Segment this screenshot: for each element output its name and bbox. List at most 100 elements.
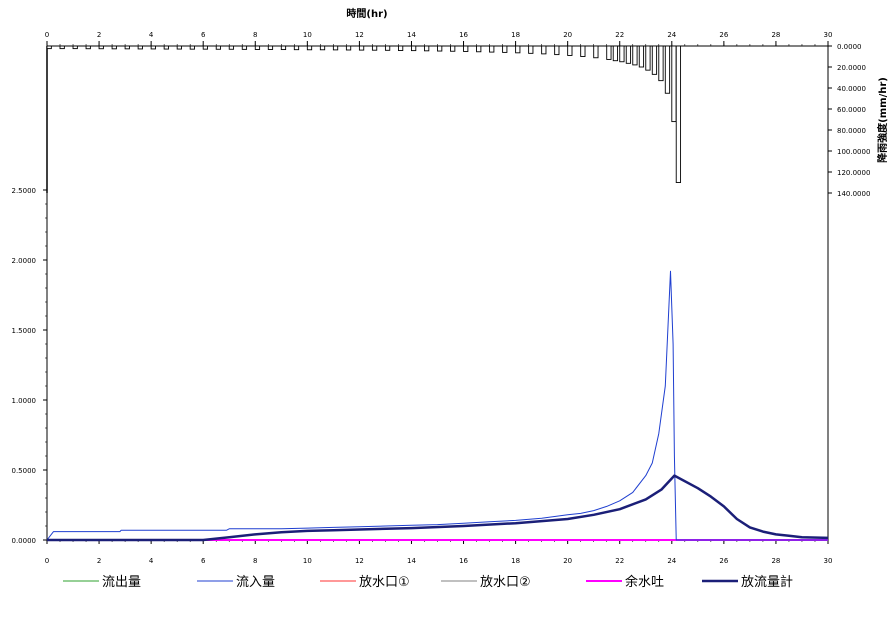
rainfall-bar	[625, 45, 632, 64]
rainfall-y-tick-label: 80.0000	[837, 127, 866, 135]
discharge-x-tick-label: 22	[615, 557, 624, 565]
rainfall-bar	[72, 45, 78, 50]
rainfall-bar	[241, 45, 248, 50]
rainfall-y-tick-label: 40.0000	[837, 85, 866, 93]
rainfall-bar	[515, 45, 521, 54]
rainfall-x-tick-label: 22	[615, 31, 624, 39]
rainfall-bar	[606, 45, 612, 60]
rainfall-x-tick-label: 2	[97, 31, 101, 39]
discharge-x-tick-label: 8	[253, 557, 257, 565]
legend-label: 放流量計	[741, 574, 793, 590]
rainfall-x-tick-label: 28	[771, 31, 780, 39]
rainfall-x-tick-label: 8	[253, 31, 257, 39]
rainfall-bar	[645, 45, 651, 71]
rainfall-x-tick-label: 26	[719, 31, 728, 39]
rainfall-y-tick-label: 60.0000	[837, 106, 866, 114]
discharge-y-tick-label: 0.0000	[12, 537, 37, 545]
rainfall-bar	[176, 45, 182, 50]
rainfall-x-tick-label: 12	[355, 31, 364, 39]
rainfall-bar	[228, 45, 235, 50]
rainfall-bar	[489, 45, 495, 53]
rainfall-bar	[267, 45, 274, 50]
rainfall-x-tick-label: 30	[824, 31, 833, 39]
rainfall-bar	[502, 45, 508, 53]
rainfall-bar	[476, 45, 482, 53]
series-line-放流量計	[47, 474, 829, 542]
rainfall-bar	[450, 45, 456, 52]
discharge-x-tick-label: 6	[201, 557, 206, 565]
rainfall-y-tick-label: 0.0000	[837, 43, 862, 51]
discharge-x-tick-label: 4	[149, 557, 154, 565]
rainfall-bar	[671, 45, 677, 123]
rainfall-bar	[254, 45, 261, 50]
discharge-y-tick-label: 2.5000	[12, 187, 37, 195]
rainfall-bar	[59, 45, 65, 50]
rainfall-bar	[215, 45, 222, 50]
legend-label: 放水口①	[359, 575, 410, 590]
discharge-x-tick-label: 30	[824, 557, 833, 565]
rainfall-x-tick-label: 10	[303, 31, 312, 39]
discharge-x-tick-label: 16	[459, 557, 468, 565]
rainfall-bar	[293, 45, 300, 51]
rainfall-bar	[651, 45, 658, 75]
rainfall-bar	[554, 45, 560, 56]
rainfall-bar	[424, 45, 430, 52]
rainfall-bar	[567, 45, 573, 56]
discharge-y-tick-label: 0.5000	[12, 467, 37, 475]
rainfall-x-tick-label: 6	[201, 31, 206, 39]
rainfall-bar	[111, 45, 117, 50]
rainfall-bar	[332, 45, 339, 51]
rainfall-bar	[46, 45, 52, 50]
rainfall-bar	[658, 45, 664, 82]
discharge-x-tick-label: 28	[771, 557, 780, 565]
discharge-y-tick-label: 2.0000	[12, 257, 37, 265]
rainfall-x-tick-label: 16	[459, 31, 468, 39]
rainfall-y-tick-label: 120.0000	[837, 169, 870, 177]
legend-label: 放水口②	[480, 575, 531, 590]
rainfall-bar	[593, 45, 599, 59]
rainfall-x-axis-title: 時間(hr)	[346, 7, 387, 20]
rainfall-x-tick-label: 14	[407, 31, 416, 39]
discharge-y-tick-label: 1.0000	[12, 397, 37, 405]
rainfall-y-tick-label: 20.0000	[837, 64, 866, 72]
rainfall-bar	[398, 45, 404, 51]
rainfall-bar	[124, 45, 130, 50]
rainfall-bar	[612, 45, 619, 62]
discharge-x-tick-label: 14	[407, 557, 416, 565]
rainfall-bar	[189, 45, 195, 50]
discharge-x-tick-label: 20	[563, 557, 572, 565]
rainfall-x-tick-label: 18	[511, 31, 520, 39]
discharge-x-tick-label: 10	[303, 557, 312, 565]
discharge-x-tick-label: 26	[719, 557, 728, 565]
series-line-流入量	[46, 270, 828, 541]
discharge-y-tick-label: 1.5000	[12, 327, 37, 335]
legend-label: 余水吐	[625, 574, 664, 590]
rainfall-bar	[319, 45, 326, 51]
rainfall-bar	[358, 45, 365, 51]
rainfall-bar	[664, 45, 671, 94]
legend-label: 流入量	[236, 575, 275, 590]
rainfall-x-tick-label: 4	[149, 31, 154, 39]
discharge-x-tick-label: 0	[45, 557, 49, 565]
rainfall-bar	[150, 45, 156, 50]
rainfall-y-tick-label: 140.0000	[837, 190, 870, 198]
rainfall-bar	[384, 45, 391, 51]
rainfall-bar	[85, 45, 91, 50]
legend: 流出量 流入量 放水口① 放水口② 余水吐 放流量計	[63, 574, 793, 590]
rainfall-panel: 0 2 4 6 8 10 12 14 16 18 20 22 24 26 28 300.000020.0000…	[45, 31, 871, 198]
rainfall-bar	[675, 45, 682, 183]
rainfall-bar	[463, 45, 469, 52]
rainfall-x-tick-label: 24	[667, 31, 676, 39]
rainfall-bar	[411, 45, 417, 52]
discharge-x-tick-label: 2	[97, 557, 101, 565]
discharge-x-tick-label: 24	[667, 557, 676, 565]
rainfall-y-tick-label: 100.0000	[837, 148, 870, 156]
discharge-x-tick-label: 12	[355, 557, 364, 565]
legend-label: 流出量	[102, 575, 141, 590]
rainfall-bar	[345, 45, 352, 51]
rainfall-bar	[619, 45, 625, 63]
rainfall-bar	[638, 45, 645, 68]
discharge-x-tick-label: 18	[511, 557, 520, 565]
